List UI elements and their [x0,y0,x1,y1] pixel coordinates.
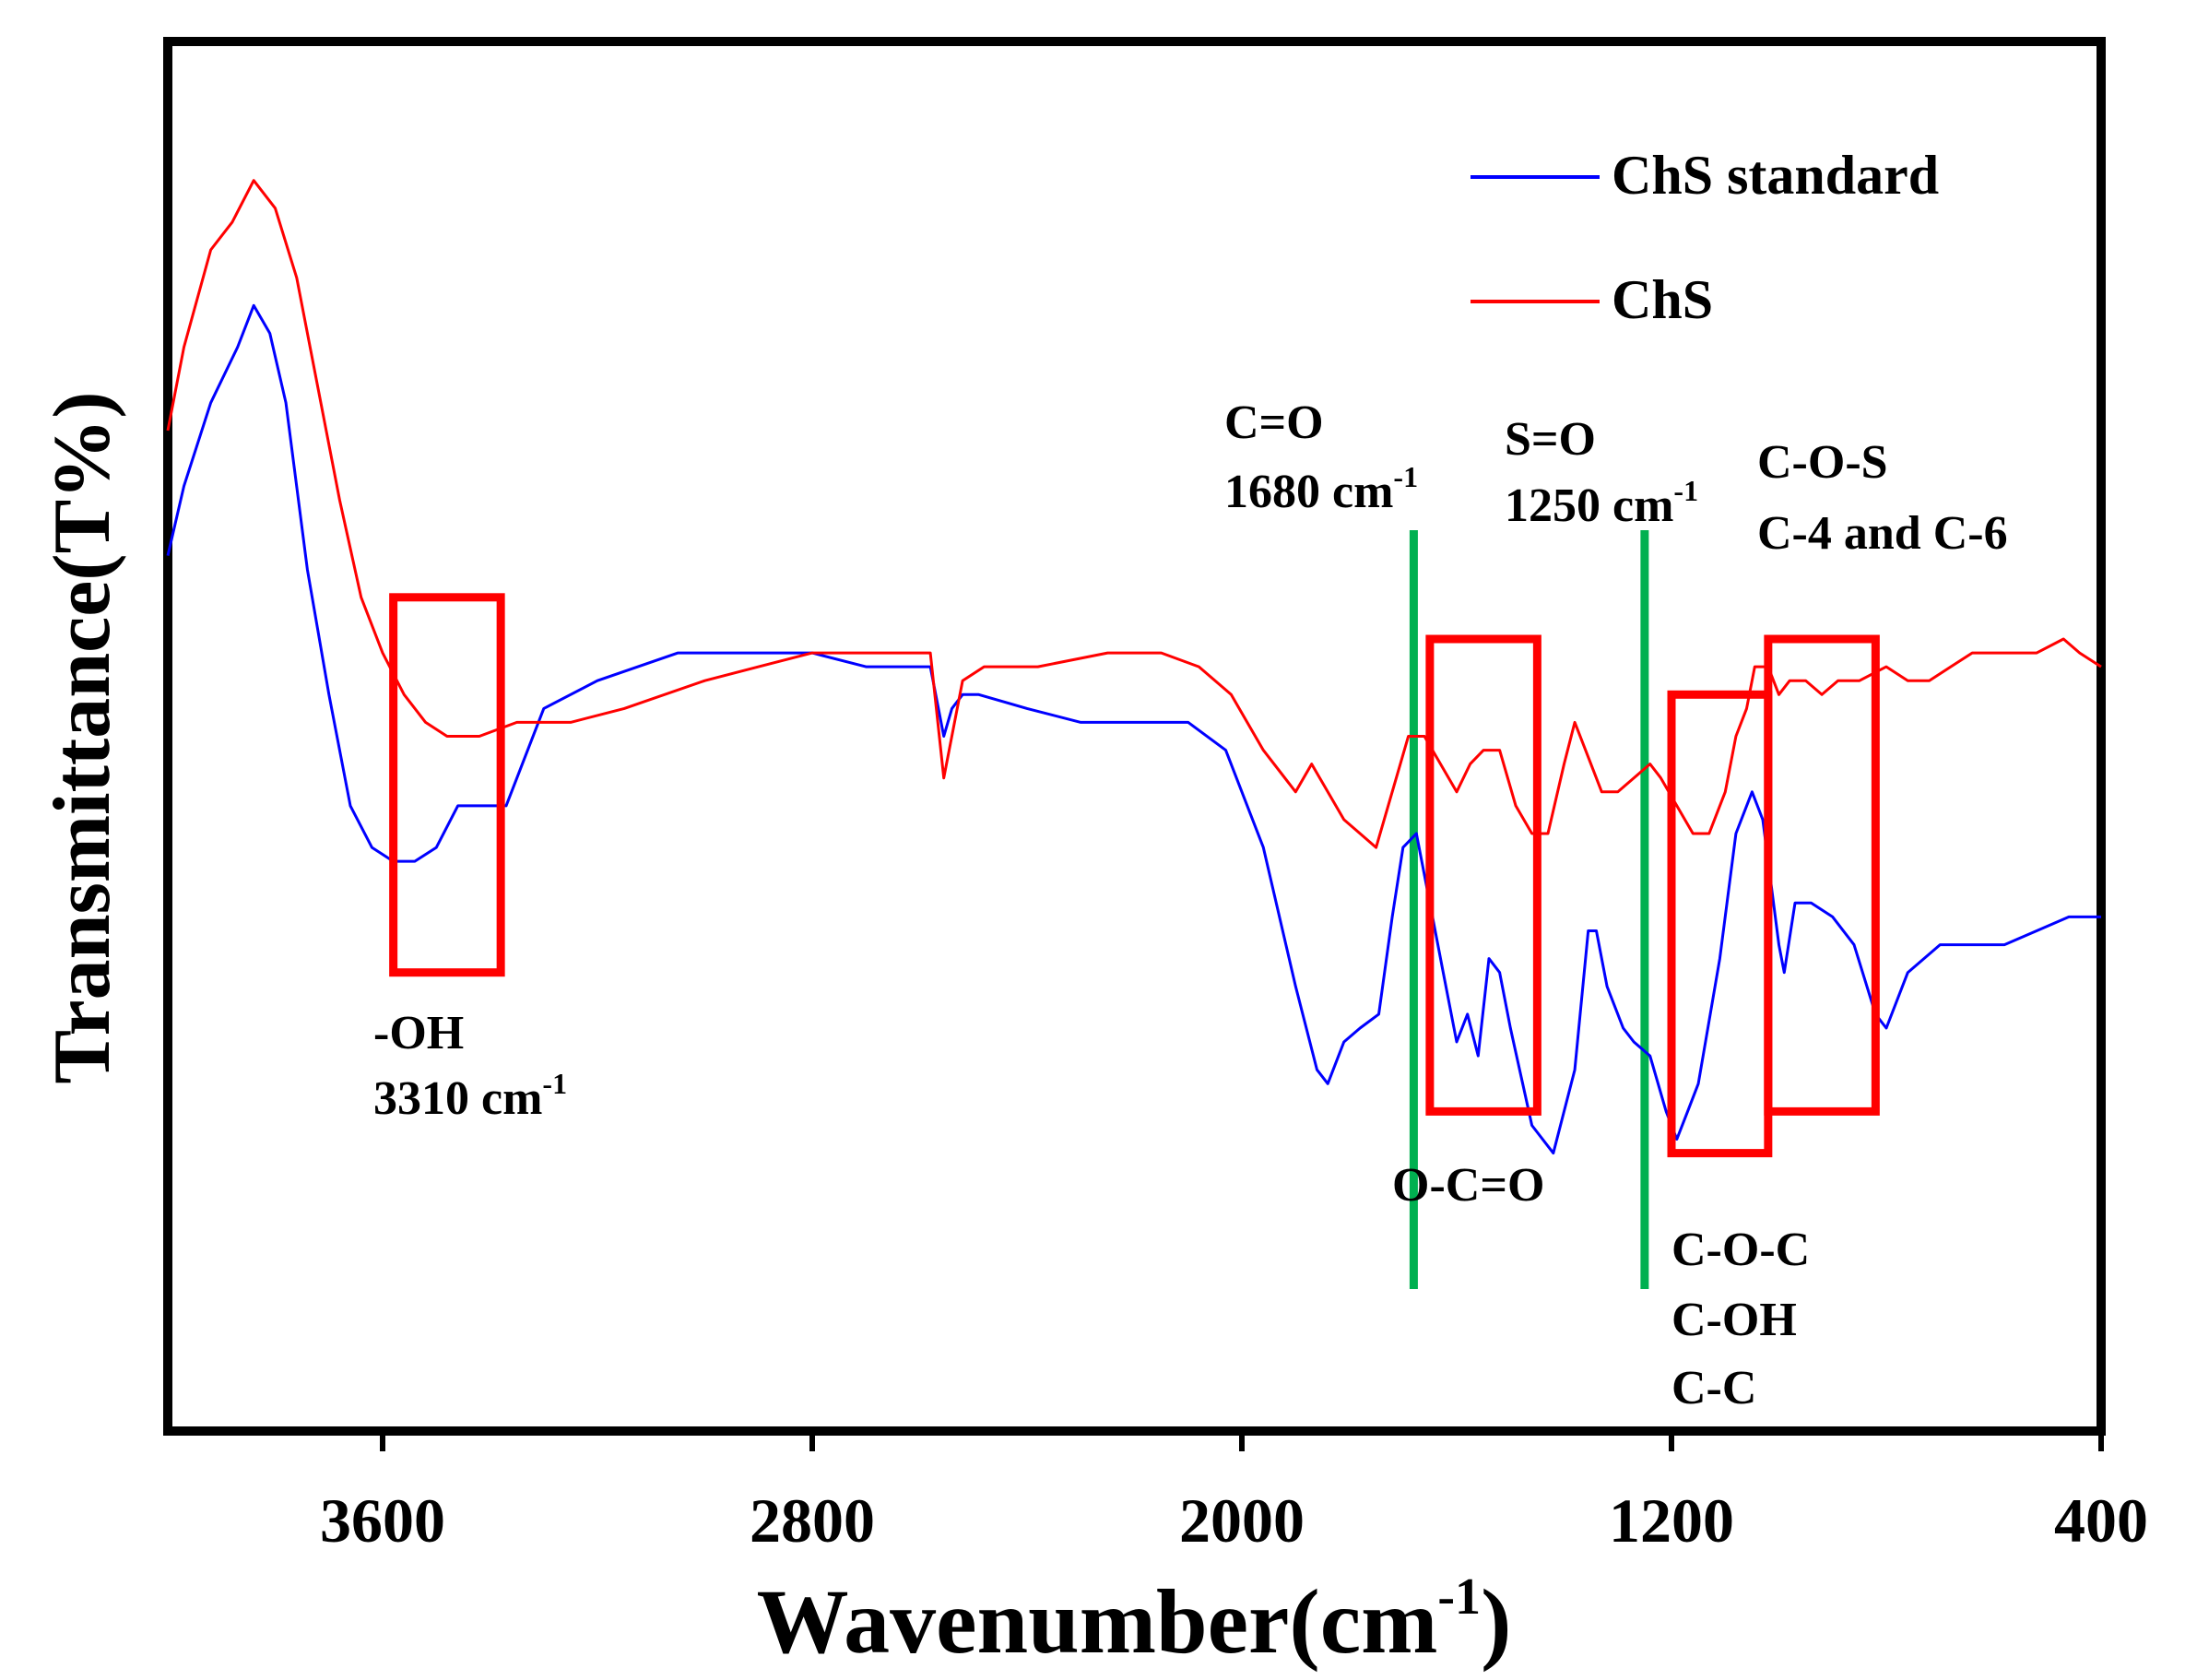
annotation-oh-line-1: -OH [373,1007,464,1059]
annotation-oco-line-1: O-C=O [1392,1159,1544,1212]
highlight-boxes [389,593,1880,1158]
series-line-chs [166,179,2102,849]
x-tick-label-400: 400 [2054,1485,2148,1556]
legend-label-chs: ChS [1612,269,1713,330]
x-tick-label-3600: 3600 [320,1485,445,1556]
highlight-box-1 [389,593,505,977]
peak-lines [1409,530,1649,1289]
annotation-coc-line-2: C-OH [1671,1294,1797,1346]
annotation-cos: C-O-S C-4 and C-6 [1757,436,2008,560]
legend: ChS standard ChS [1471,145,1939,330]
x-axis-ticks: 3600 2800 2000 1200 400 [320,1431,2148,1556]
highlight-box-4 [1764,634,1880,1116]
y-axis-title: Transmittance(T%) [38,391,127,1083]
annotation-cos-line-1: C-O-S [1757,436,1888,489]
annotation-coc: C-O-C C-OH C-C [1671,1224,1810,1414]
x-tick-label-1200: 1200 [1609,1485,1734,1556]
annotation-coc-line-1: C-O-C [1671,1224,1810,1276]
annotation-coc-line-3: C-C [1671,1362,1756,1414]
series-line-chs-standard [166,303,2101,1155]
annotation-oh: -OH 3310 cm-1 [373,1007,567,1125]
annotation-cos-line-2: C-4 and C-6 [1757,507,2008,560]
x-tick-label-2000: 2000 [1179,1485,1305,1556]
annotation-so: S=O 1250 cm-1 [1505,413,1698,532]
annotation-so-line-2: 1250 cm-1 [1505,474,1698,532]
x-axis-title: Wavenumber(cm-1) [757,1568,1512,1673]
highlight-box-3 [1667,690,1773,1158]
annotation-co-line-1: C=O [1224,396,1324,449]
annotation-oh-line-2: 3310 cm-1 [373,1067,567,1125]
legend-label-chs-standard: ChS standard [1612,145,1939,206]
annotation-oco: O-C=O [1392,1159,1544,1212]
series-layer [166,179,2102,1155]
annotation-co-line-2: 1680 cm-1 [1224,460,1418,518]
annotation-co: C=O 1680 cm-1 [1224,396,1418,518]
plot-frame [163,37,2106,1436]
annotation-so-line-1: S=O [1505,413,1596,466]
highlight-box-2 [1425,634,1541,1116]
x-tick-label-2800: 2800 [750,1485,875,1556]
